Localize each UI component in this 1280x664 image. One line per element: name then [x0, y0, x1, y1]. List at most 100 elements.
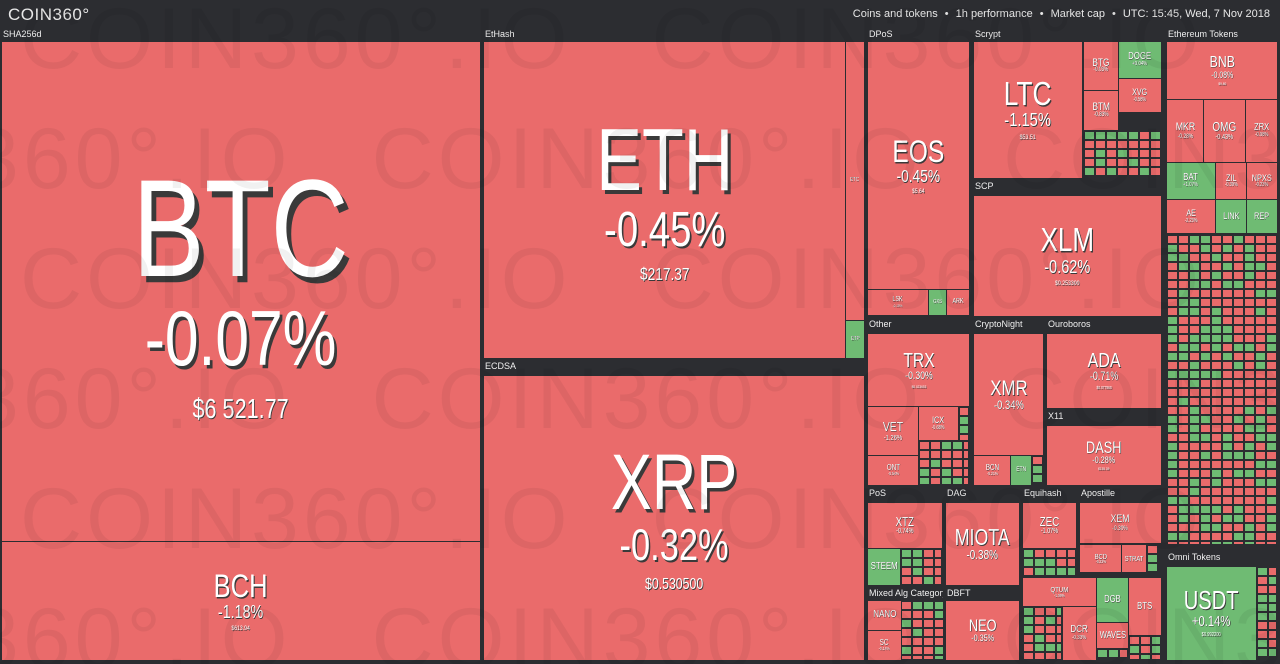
coin-tile[interactable]: XTZ -0.74%	[868, 503, 942, 548]
small-cell	[1106, 149, 1117, 158]
coin-tile[interactable]: QTUM -1.09%	[1023, 578, 1096, 606]
small-cell	[1167, 343, 1178, 352]
coin-price: $53.51	[1019, 134, 1037, 142]
small-cell	[1244, 262, 1255, 271]
tile-text: XVG -0.58%	[1132, 88, 1147, 103]
small-cell	[1222, 379, 1233, 388]
coin-tile[interactable]: VET -1.26%	[868, 407, 918, 455]
small-cell	[1255, 505, 1266, 514]
coin-tile[interactable]: XVG -0.58%	[1119, 79, 1161, 112]
small-cell	[1222, 532, 1233, 541]
small-cell	[1222, 253, 1233, 262]
coin-tile[interactable]: BTS	[1129, 578, 1161, 635]
coin-tile[interactable]: ETP	[846, 321, 864, 358]
filter-item[interactable]: Market cap	[1050, 8, 1105, 20]
coin-tile[interactable]: DCR -0.33%	[1063, 607, 1096, 660]
small-cell	[1084, 131, 1095, 140]
coin-tile[interactable]: ICX -0.68%	[919, 407, 958, 440]
small-cell	[1178, 352, 1189, 361]
small-cell	[901, 637, 912, 646]
coin-tile[interactable]: DGB	[1097, 578, 1128, 622]
coin-symbol: LTC	[1004, 74, 1052, 113]
coin-tile[interactable]: BCD -0.23%	[1080, 545, 1121, 572]
coin-tile[interactable]: TRX -0.30% $0.023653	[868, 334, 969, 406]
coin-tile[interactable]: ONT -0.54%	[868, 456, 918, 485]
small-cell	[1189, 235, 1200, 244]
small-cell	[1151, 636, 1161, 645]
coin-tile[interactable]: ARK	[947, 290, 969, 315]
coin-change: -0.33%	[1072, 634, 1087, 641]
coin-tile[interactable]: REP	[1247, 200, 1277, 233]
coin-tile[interactable]: ZRX -0.08%	[1246, 100, 1277, 162]
coin-tile[interactable]: BNB -0.08% $9.80	[1167, 42, 1277, 99]
tile-text: BCN -0.21%	[985, 464, 998, 477]
small-cell	[1056, 549, 1067, 558]
coin-tile[interactable]: MKR -0.28%	[1167, 100, 1203, 162]
small-cell	[1200, 532, 1211, 541]
small-cell	[1222, 514, 1233, 523]
coin-tile[interactable]: OMG -0.43%	[1204, 100, 1245, 162]
coin-tile[interactable]: ZEC -1.07%	[1023, 503, 1076, 548]
tile-text: MKR -0.28%	[1175, 121, 1195, 140]
small-cell	[912, 628, 923, 637]
coin-tile[interactable]: LTC -1.15% $53.51	[974, 42, 1082, 178]
small-cell	[1266, 244, 1277, 253]
coin-tile[interactable]: BAT +1.07%	[1167, 163, 1215, 199]
small-cell	[1200, 496, 1211, 505]
coin-tile[interactable]: LSK -0.15%	[868, 290, 928, 315]
coin-tile[interactable]: XEM -0.30%	[1080, 503, 1161, 543]
coin-tile[interactable]: NEO -0.35%	[946, 601, 1019, 660]
tile-text: STEEM	[871, 562, 898, 572]
coin-tile[interactable]: LINK	[1216, 200, 1246, 233]
filter-item[interactable]: 1h performance	[955, 8, 1033, 20]
small-cell	[1178, 361, 1189, 370]
coin-tile[interactable]: BCH -1.18% $613.94	[2, 542, 480, 660]
coin-tile[interactable]: ADA -0.71% $0.077860	[1047, 334, 1161, 408]
coin-tile[interactable]: AE -2.23%	[1167, 200, 1215, 233]
tile-text: BTG -0.03%	[1092, 57, 1109, 75]
coin-change: -0.58%	[1133, 96, 1147, 103]
filter-item[interactable]: Coins and tokens	[852, 8, 938, 20]
small-cell	[1266, 271, 1277, 280]
coin-tile[interactable]: MIOTA -0.38%	[946, 503, 1019, 585]
small-cell	[1244, 451, 1255, 460]
coin-tile[interactable]: USDT +0.14% $0.992200	[1167, 567, 1256, 660]
logo[interactable]: COIN360°	[8, 5, 90, 24]
small-cell	[1266, 388, 1277, 397]
coin-tile[interactable]: XRP -0.32% $0.530500	[484, 376, 864, 660]
small-cell	[1255, 253, 1266, 262]
small-cell	[1056, 643, 1062, 652]
coin-tile[interactable]: BCN -0.21%	[974, 456, 1010, 485]
small-cell	[1266, 379, 1277, 388]
coin-tile[interactable]: EOS -0.45% $5.64	[868, 42, 969, 289]
small-cell	[923, 549, 934, 558]
coin-tile[interactable]: STEEM	[868, 549, 900, 585]
coin-tile[interactable]: SC -0.14%	[868, 631, 901, 660]
coin-tile[interactable]: DOGE +0.04%	[1119, 42, 1161, 78]
coin-tile[interactable]: ETH -0.45% $217.37	[484, 42, 845, 358]
coin-tile[interactable]: BTG -0.03%	[1084, 42, 1118, 90]
coin-tile[interactable]: STRAT	[1122, 545, 1146, 572]
small-cell	[934, 646, 944, 655]
small-cell	[1167, 469, 1178, 478]
filter-item[interactable]: UTC: 15:45, Wed, 7 Nov 2018	[1122, 8, 1270, 20]
coin-tile[interactable]: ZIL -0.39%	[1216, 163, 1246, 199]
small-cell	[1151, 654, 1161, 660]
coin-tile[interactable]: GXS	[929, 290, 946, 315]
coin-tile[interactable]: BTM -0.83%	[1084, 91, 1118, 130]
coin-symbol: XLM	[1040, 222, 1095, 260]
small-cell	[1222, 406, 1233, 415]
coin-symbol: VET	[882, 419, 904, 435]
coin-tile[interactable]: NANO	[868, 601, 901, 630]
small-cell	[1211, 433, 1222, 442]
coin-tile[interactable]: WAVES	[1097, 623, 1128, 648]
coin-tile[interactable]: ETN	[1011, 456, 1031, 485]
coin-tile[interactable]: ETC	[846, 42, 864, 320]
coin-tile[interactable]: XLM -0.62% $0.253300	[974, 196, 1161, 316]
coin-tile[interactable]: BTC -0.07% $6 521.77	[2, 42, 480, 541]
coin-tile[interactable]: XMR -0.34%	[974, 334, 1043, 455]
small-cell	[901, 610, 912, 619]
small-cell	[1266, 505, 1277, 514]
coin-tile[interactable]: NPXS -0.23%	[1247, 163, 1277, 199]
coin-tile[interactable]: DASH -0.28% $155.39	[1047, 426, 1161, 485]
